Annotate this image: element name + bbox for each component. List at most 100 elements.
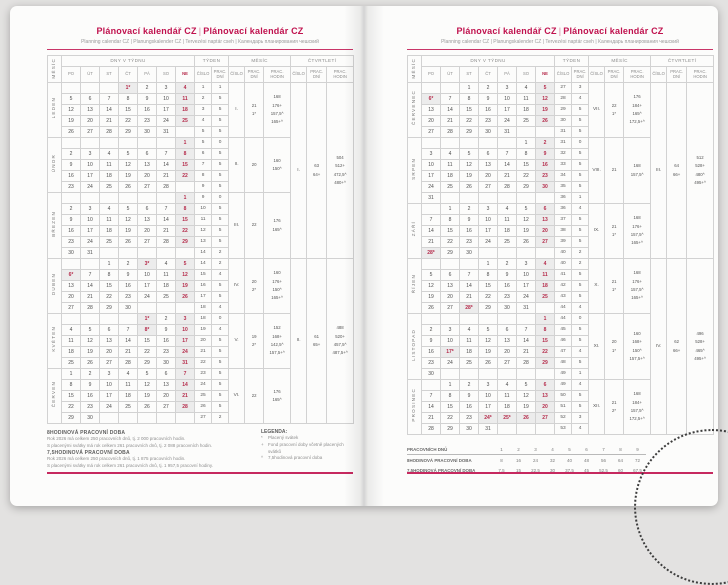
week-row: 22 23 24 25 26 27 28 26 5	[48, 401, 354, 413]
day-cell: 3	[478, 203, 498, 215]
day-cell: 5	[478, 324, 498, 336]
month-numeral-cell: II.	[228, 137, 246, 193]
week-number-cell: 36	[554, 192, 573, 204]
day-cell	[99, 82, 119, 94]
day-cell: 4	[99, 203, 119, 215]
day-cell: 5	[118, 203, 138, 215]
week-row: 26 27 28* 29 30 31 44 4	[408, 302, 714, 314]
day-cell	[137, 247, 157, 259]
week-workdays-cell: 5	[211, 170, 230, 182]
day-cell: 8	[61, 379, 81, 391]
month-label: ČERVENEC	[407, 82, 422, 138]
week-workdays-cell: 5	[211, 236, 230, 248]
month-hours-cell: 168 176+ 157,5^ 165+^	[623, 203, 652, 259]
day-cell: 29	[440, 423, 460, 435]
day-cell: 24	[478, 236, 498, 248]
day-cell	[99, 412, 119, 424]
day-cell: 16	[137, 104, 157, 116]
day-cell	[80, 258, 100, 270]
day-cell	[497, 368, 517, 380]
week-number-cell: 42	[554, 280, 573, 292]
hours-value-cell: 6	[578, 444, 595, 455]
day-cell: 8	[440, 390, 460, 402]
day-cell: 27	[440, 302, 460, 314]
week-number-cell: 10	[194, 203, 213, 215]
month-label-text: LEDEN	[51, 97, 57, 119]
month-label: SRPEN	[407, 137, 422, 204]
day-name-header: PÁ	[137, 66, 157, 83]
week-number-cell: 5	[194, 137, 213, 149]
header-month-group: MĚSÍC	[588, 55, 652, 67]
day-cell: 17	[80, 225, 100, 237]
day-cell: 9	[80, 379, 100, 391]
day-cell: 1	[459, 82, 479, 94]
day-cell: 29	[516, 181, 536, 193]
sub-column-header: PRAC. DNÍ	[571, 66, 590, 83]
day-cell: 13	[156, 379, 176, 391]
day-cell: 9	[497, 269, 517, 281]
day-cell	[534, 368, 556, 380]
day-cell	[478, 313, 498, 325]
day-cell	[440, 137, 460, 149]
sub-column-header: PRAC. DNÍ	[604, 66, 625, 83]
table-header-columns: PO ÚT ST ČT PÁ SO NE ČÍSLO PRAC. DNÍ ČÍSLO PRAC. D…	[48, 66, 355, 83]
day-cell: 10	[137, 269, 157, 281]
month-hours-cell: 176 165^	[263, 368, 292, 424]
week-row: BŘEZEN 1 9 0 III. 22 176 165^	[47, 192, 354, 259]
day-cell: 12	[118, 214, 138, 226]
day-cell: 1	[61, 368, 81, 380]
day-cell: 3	[516, 258, 536, 270]
week-workdays-cell: 5	[571, 225, 590, 237]
week-workdays-cell: 3	[571, 82, 590, 94]
day-cell: 4	[440, 148, 460, 160]
week-number-cell: 2	[194, 93, 213, 105]
header-rule	[407, 49, 713, 50]
calendar-table: MĚSÍC DNY V TÝDNU TÝDEN MĚSÍC ČTVRTLETÍ PO ÚT S…	[407, 55, 715, 435]
work-time-notes: 8HODINOVÁ PRACOVNÍ DOBA Rok 2026 má celke…	[47, 429, 247, 469]
sub-column-header: PRAC. HODIN	[686, 66, 715, 83]
week-number-cell: 52	[554, 412, 573, 424]
day-cell: 27	[534, 412, 556, 424]
day-cell: 14	[516, 335, 536, 347]
note-line: S placenými svátky má rok celkem 261 pra…	[47, 462, 214, 468]
sub-column-header: PRAC. HODIN	[263, 66, 292, 83]
day-cell: 16	[80, 390, 100, 402]
week-number-cell: 27	[194, 412, 213, 424]
hours-value-cell: 37,5	[565, 467, 574, 473]
day-cell: 26	[534, 115, 556, 127]
week-workdays-cell: 4	[571, 423, 590, 435]
day-cell: 20	[534, 225, 556, 237]
week-row: 12 13 14 15 16 17 18 42 5	[408, 280, 714, 292]
day-cell	[440, 258, 460, 270]
hours-value-cell: 52,5	[599, 467, 608, 473]
week-workdays-cell: 5	[571, 126, 590, 138]
day-cell	[516, 368, 536, 380]
day-cell	[137, 137, 157, 149]
day-name-header: ČT	[478, 66, 498, 83]
day-cell: 1	[440, 379, 460, 391]
week-number-cell: 13	[194, 236, 213, 248]
quarter-workdays-cell: 62 66+	[666, 258, 688, 435]
header-quarter-group: ČTVRTLETÍ	[650, 55, 715, 67]
week-row: ZÁŘÍ 1 2 3 4 5 6 36 4 IX. 21 1* 168 176+ 157,5^ 165…	[407, 203, 714, 259]
day-name-header: ST	[459, 66, 479, 83]
day-cell	[118, 313, 138, 325]
week-workdays-cell: 5	[211, 115, 230, 127]
day-cell	[478, 192, 498, 204]
day-cell: 12	[80, 335, 100, 347]
day-cell	[497, 423, 517, 435]
month-label: PROSINEC	[407, 379, 422, 435]
day-cell: 1	[440, 203, 460, 215]
week-workdays-cell: 3	[571, 412, 590, 424]
day-cell: 29	[440, 247, 460, 259]
day-cell: 22	[459, 115, 479, 127]
day-cell: 10	[99, 379, 119, 391]
week-number-cell: 27	[554, 82, 573, 94]
day-cell: 15	[440, 401, 460, 413]
day-cell	[459, 368, 479, 380]
day-cell: 16	[459, 225, 479, 237]
week-row: 7 8 9 10 11 12 13 50 5	[408, 390, 714, 402]
day-cell: 14	[156, 159, 176, 171]
week-row: 7 8 9 10 11 12 13 37 5	[408, 214, 714, 226]
note-line: Rok 2026 má celkem 250 pracovních dnů, t…	[47, 436, 186, 441]
